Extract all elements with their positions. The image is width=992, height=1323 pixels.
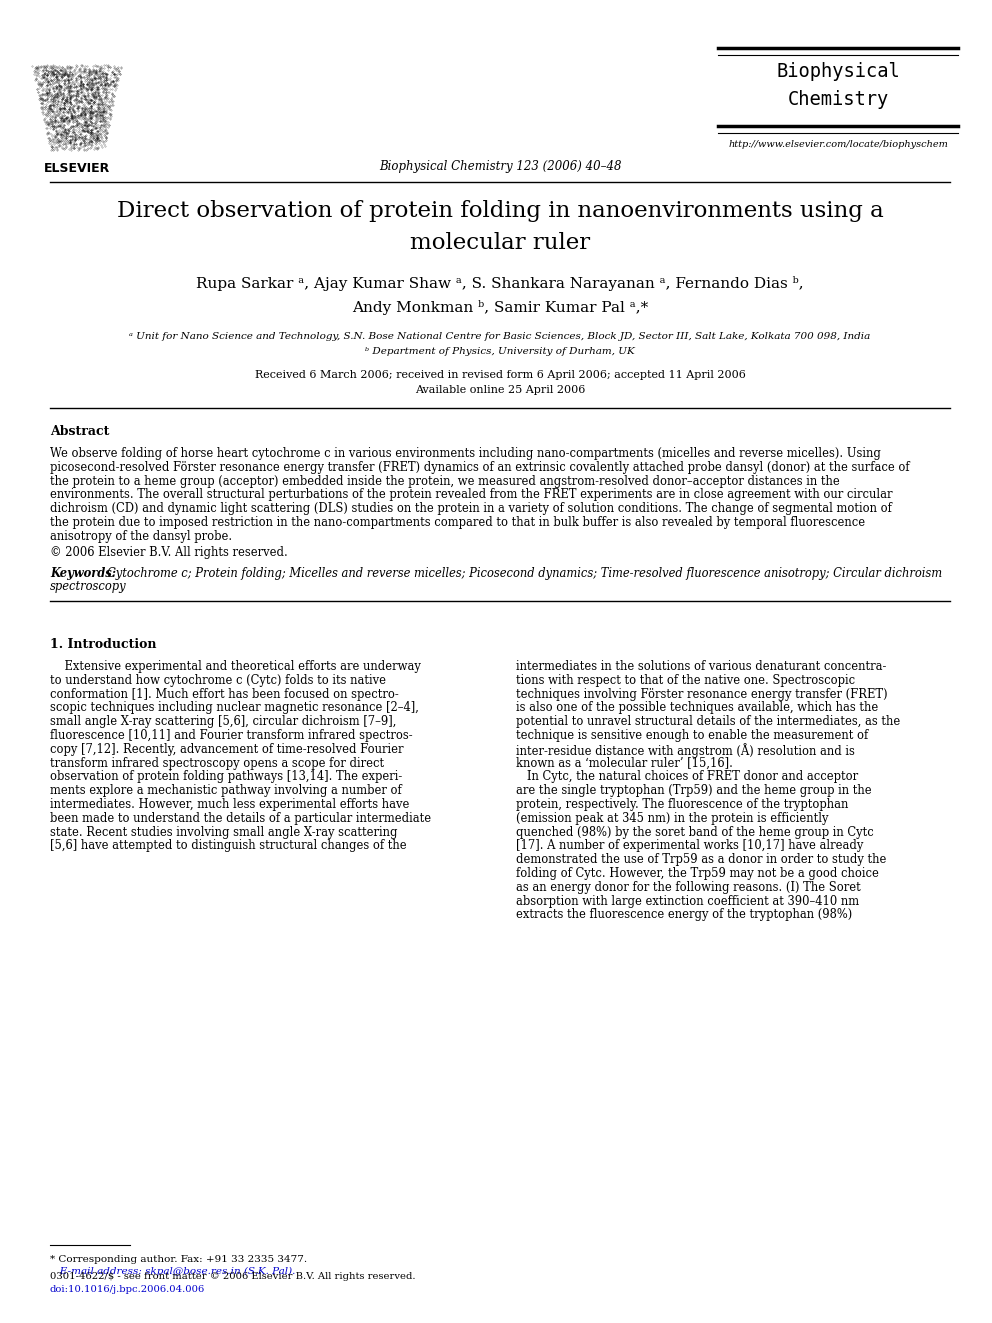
Text: Extensive experimental and theoretical efforts are underway: Extensive experimental and theoretical e… bbox=[50, 660, 421, 673]
Text: We observe folding of horse heart cytochrome c in various environments including: We observe folding of horse heart cytoch… bbox=[50, 447, 881, 460]
Text: fluorescence [10,11] and Fourier transform infrared spectros-: fluorescence [10,11] and Fourier transfo… bbox=[50, 729, 413, 742]
Text: ELSEVIER: ELSEVIER bbox=[44, 161, 110, 175]
Text: Available online 25 April 2006: Available online 25 April 2006 bbox=[415, 385, 585, 396]
Text: state. Recent studies involving small angle X-ray scattering: state. Recent studies involving small an… bbox=[50, 826, 398, 839]
Text: http://www.elsevier.com/locate/biophyschem: http://www.elsevier.com/locate/biophysch… bbox=[728, 140, 948, 149]
Text: to understand how cytochrome c (Cytc) folds to its native: to understand how cytochrome c (Cytc) fo… bbox=[50, 673, 386, 687]
Text: the protein to a heme group (acceptor) embedded inside the protein, we measured : the protein to a heme group (acceptor) e… bbox=[50, 475, 840, 488]
Text: Rupa Sarkar ᵃ, Ajay Kumar Shaw ᵃ, S. Shankara Narayanan ᵃ, Fernando Dias ᵇ,: Rupa Sarkar ᵃ, Ajay Kumar Shaw ᵃ, S. Sha… bbox=[196, 277, 804, 291]
Text: (emission peak at 345 nm) in the protein is efficiently: (emission peak at 345 nm) in the protein… bbox=[516, 812, 828, 826]
Text: transform infrared spectroscopy opens a scope for direct: transform infrared spectroscopy opens a … bbox=[50, 757, 384, 770]
Text: molecular ruler: molecular ruler bbox=[410, 232, 590, 254]
Text: © 2006 Elsevier B.V. All rights reserved.: © 2006 Elsevier B.V. All rights reserved… bbox=[50, 545, 288, 558]
Text: tions with respect to that of the native one. Spectroscopic: tions with respect to that of the native… bbox=[516, 673, 855, 687]
Text: 1. Introduction: 1. Introduction bbox=[50, 638, 157, 651]
Text: Chemistry: Chemistry bbox=[788, 90, 889, 108]
Text: ᵇ Department of Physics, University of Durham, UK: ᵇ Department of Physics, University of D… bbox=[365, 347, 635, 356]
Text: the protein due to imposed restriction in the nano-compartments compared to that: the protein due to imposed restriction i… bbox=[50, 516, 865, 529]
Text: known as a ‘molecular ruler’ [15,16].: known as a ‘molecular ruler’ [15,16]. bbox=[516, 757, 733, 770]
Text: intermediates. However, much less experimental efforts have: intermediates. However, much less experi… bbox=[50, 798, 410, 811]
Text: observation of protein folding pathways [13,14]. The experi-: observation of protein folding pathways … bbox=[50, 770, 402, 783]
Text: extracts the fluorescence energy of the tryptophan (98%): extracts the fluorescence energy of the … bbox=[516, 909, 852, 922]
Text: as an energy donor for the following reasons. (I) The Soret: as an energy donor for the following rea… bbox=[516, 881, 861, 894]
Text: protein, respectively. The fluorescence of the tryptophan: protein, respectively. The fluorescence … bbox=[516, 798, 848, 811]
Text: folding of Cytc. However, the Trp59 may not be a good choice: folding of Cytc. However, the Trp59 may … bbox=[516, 867, 879, 880]
Text: absorption with large extinction coefficient at 390–410 nm: absorption with large extinction coeffic… bbox=[516, 894, 859, 908]
Text: picosecond-resolved Förster resonance energy transfer (FRET) dynamics of an extr: picosecond-resolved Förster resonance en… bbox=[50, 460, 910, 474]
Text: E-mail address: skpal@bose.res.in (S.K. Pal).: E-mail address: skpal@bose.res.in (S.K. … bbox=[50, 1267, 296, 1277]
Text: Cytochrome c; Protein folding; Micelles and reverse micelles; Picosecond dynamic: Cytochrome c; Protein folding; Micelles … bbox=[107, 566, 942, 579]
Text: techniques involving Förster resonance energy transfer (FRET): techniques involving Förster resonance e… bbox=[516, 688, 888, 701]
Text: [5,6] have attempted to distinguish structural changes of the: [5,6] have attempted to distinguish stru… bbox=[50, 840, 407, 852]
Text: anisotropy of the dansyl probe.: anisotropy of the dansyl probe. bbox=[50, 529, 232, 542]
Text: been made to understand the details of a particular intermediate: been made to understand the details of a… bbox=[50, 812, 432, 826]
Text: demonstrated the use of Trp59 as a donor in order to study the: demonstrated the use of Trp59 as a donor… bbox=[516, 853, 887, 867]
Text: copy [7,12]. Recently, advancement of time-resolved Fourier: copy [7,12]. Recently, advancement of ti… bbox=[50, 744, 404, 755]
Text: environments. The overall structural perturbations of the protein revealed from : environments. The overall structural per… bbox=[50, 488, 893, 501]
Text: Abstract: Abstract bbox=[50, 425, 109, 438]
Text: technique is sensitive enough to enable the measurement of: technique is sensitive enough to enable … bbox=[516, 729, 868, 742]
Text: scopic techniques including nuclear magnetic resonance [2–4],: scopic techniques including nuclear magn… bbox=[50, 701, 419, 714]
Text: is also one of the possible techniques available, which has the: is also one of the possible techniques a… bbox=[516, 701, 878, 714]
Text: small angle X-ray scattering [5,6], circular dichroism [7–9],: small angle X-ray scattering [5,6], circ… bbox=[50, 716, 397, 728]
Text: quenched (98%) by the soret band of the heme group in Cytc: quenched (98%) by the soret band of the … bbox=[516, 826, 874, 839]
Text: intermediates in the solutions of various denaturant concentra-: intermediates in the solutions of variou… bbox=[516, 660, 887, 673]
Text: dichroism (CD) and dynamic light scattering (DLS) studies on the protein in a va: dichroism (CD) and dynamic light scatter… bbox=[50, 503, 892, 515]
Text: doi:10.1016/j.bpc.2006.04.006: doi:10.1016/j.bpc.2006.04.006 bbox=[50, 1285, 205, 1294]
Text: Received 6 March 2006; received in revised form 6 April 2006; accepted 11 April : Received 6 March 2006; received in revis… bbox=[255, 370, 745, 380]
Text: 0301-4622/$ - see front matter © 2006 Elsevier B.V. All rights reserved.: 0301-4622/$ - see front matter © 2006 El… bbox=[50, 1271, 416, 1281]
Text: In Cytc, the natural choices of FRET donor and acceptor: In Cytc, the natural choices of FRET don… bbox=[516, 770, 858, 783]
Text: Andy Monkman ᵇ, Samir Kumar Pal ᵃ,*: Andy Monkman ᵇ, Samir Kumar Pal ᵃ,* bbox=[352, 300, 648, 315]
Text: Biophysical Chemistry 123 (2006) 40–48: Biophysical Chemistry 123 (2006) 40–48 bbox=[379, 160, 621, 173]
Text: Biophysical: Biophysical bbox=[776, 62, 900, 81]
Text: are the single tryptophan (Trp59) and the heme group in the: are the single tryptophan (Trp59) and th… bbox=[516, 785, 872, 798]
Text: ᵃ Unit for Nano Science and Technology, S.N. Bose National Centre for Basic Scie: ᵃ Unit for Nano Science and Technology, … bbox=[129, 332, 871, 341]
Text: potential to unravel structural details of the intermediates, as the: potential to unravel structural details … bbox=[516, 716, 901, 728]
Text: spectroscopy: spectroscopy bbox=[50, 579, 127, 593]
Text: inter-residue distance with angstrom (Å) resolution and is: inter-residue distance with angstrom (Å)… bbox=[516, 744, 855, 758]
Text: [17]. A number of experimental works [10,17] have already: [17]. A number of experimental works [10… bbox=[516, 840, 863, 852]
Text: Keywords:: Keywords: bbox=[50, 566, 116, 579]
Text: * Corresponding author. Fax: +91 33 2335 3477.: * Corresponding author. Fax: +91 33 2335… bbox=[50, 1256, 308, 1263]
Text: conformation [1]. Much effort has been focused on spectro-: conformation [1]. Much effort has been f… bbox=[50, 688, 399, 701]
Text: ments explore a mechanistic pathway involving a number of: ments explore a mechanistic pathway invo… bbox=[50, 785, 402, 798]
Text: Direct observation of protein folding in nanoenvironments using a: Direct observation of protein folding in… bbox=[117, 200, 883, 222]
